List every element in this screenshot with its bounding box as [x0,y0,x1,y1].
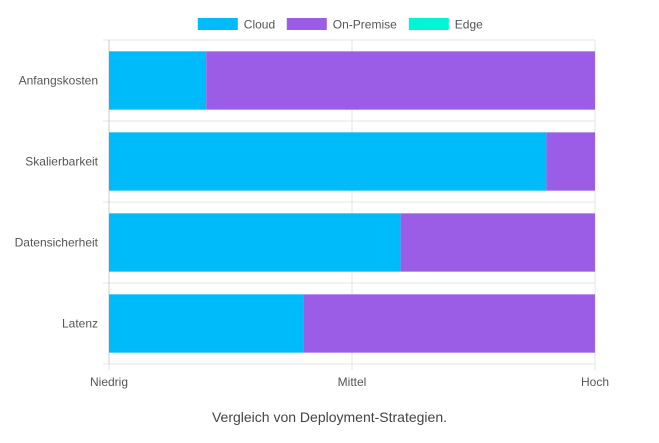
y-tick-label: Datensicherheit [15,236,99,250]
chart-caption: Vergleich von Deployment-Strategien. [211,409,448,425]
y-axis-labels: Anfangskosten Skalierbarkeit Datensicherhe… [15,74,99,331]
chart: Anfangskosten Skalierbarkeit Datensicherhe… [15,18,609,390]
y-tick-label: Anfangskosten [19,74,98,88]
x-tick-label: Mittel [338,375,367,389]
legend-label-on-premise: On-Premise [333,18,397,32]
legend-label-cloud: Cloud [244,18,275,32]
y-tick-label: Skalierbarkeit [25,155,98,169]
bar-cloud-latenz [109,294,304,353]
x-tick-label: Hoch [581,375,609,389]
bar-on-premise-skalierbarkeit [546,132,595,191]
x-axis-labels: Niedrig Mittel Hoch [90,375,609,389]
legend-swatch-edge [408,18,449,30]
bar-cloud-anfangskosten [109,51,207,110]
bar-on-premise-datensicherheit [400,213,595,272]
y-tick-label: Latenz [62,317,98,331]
bar-cloud-datensicherheit [109,213,401,272]
bars [109,51,595,353]
x-tick-label: Niedrig [90,375,128,389]
bar-on-premise-anfangskosten [206,51,595,110]
legend: Cloud On-Premise Edge [197,18,483,32]
legend-swatch-on-premise [286,18,327,30]
bar-on-premise-latenz [303,294,595,353]
legend-label-edge: Edge [455,18,483,32]
legend-swatch-cloud [197,18,238,30]
bar-cloud-skalierbarkeit [109,132,547,191]
